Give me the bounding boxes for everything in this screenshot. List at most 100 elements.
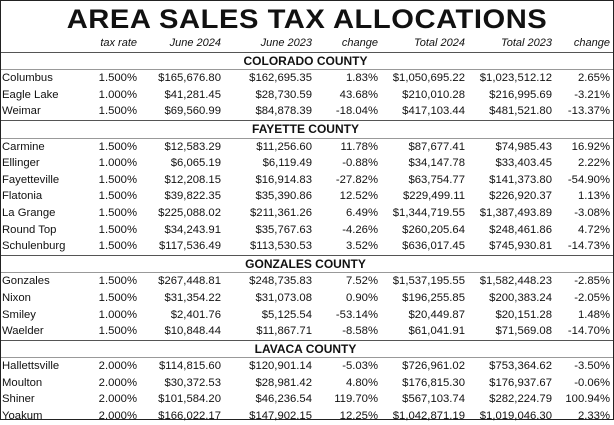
cell: 2.000% <box>98 393 137 406</box>
city-row: Ellinger 1.000% $6,065.19 $6,119.49 -0.88% $3… <box>1 155 613 172</box>
cell: $1,582,448.23 <box>468 272 555 290</box>
city-name: Columbus <box>1 69 93 87</box>
cell: $1,050,695.22 <box>381 69 468 87</box>
city-row: Round Top 1.500% $34,243.91 $35,767.63 -4.26… <box>1 222 613 239</box>
cell: 1.500% <box>98 173 137 186</box>
cell: -18.04% <box>335 105 378 118</box>
column-header: change <box>573 37 610 49</box>
county-name: GONZALES COUNTY <box>1 254 613 273</box>
city-name: Carmine <box>1 137 93 156</box>
county-name: COLORADO COUNTY <box>1 51 613 70</box>
cell: 2.000% <box>98 410 137 423</box>
cell: $267,448.81 <box>140 272 224 290</box>
cell: $31,354.22 <box>164 291 221 304</box>
city-row: Fayetteville 1.500% $12,208.15 $16,914.83 -2… <box>1 172 613 189</box>
cell: -2.85% <box>555 272 613 290</box>
cell: $636,017.45 <box>402 240 465 253</box>
cell: $745,930.81 <box>489 240 552 253</box>
cell: 0.90% <box>345 291 378 304</box>
cell: $20,449.87 <box>408 308 465 321</box>
cell: $74,985.43 <box>468 137 555 156</box>
cell: $176,937.67 <box>489 376 552 389</box>
cell: -53.14% <box>335 308 378 321</box>
tax-table: tax rate June 2024 June 2023 change Total 20… <box>1 35 613 425</box>
cell: $481,521.80 <box>489 105 552 118</box>
cell: $120,901.14 <box>224 357 315 375</box>
county-row: LAVACA COUNTY <box>1 339 613 358</box>
cell: $114,815.60 <box>140 357 224 375</box>
cell: $20,151.28 <box>495 308 552 321</box>
cell: 1.83% <box>315 69 381 87</box>
city-row: Columbus 1.500% $165,676.80 $162,695.35 1.83… <box>1 69 613 87</box>
cell: $12,208.15 <box>164 173 221 186</box>
cell: $61,041.91 <box>408 325 465 338</box>
cell: -3.21% <box>574 88 610 101</box>
cell: 1.500% <box>93 69 140 87</box>
blank-header <box>1 35 93 52</box>
cell: 1.000% <box>98 88 137 101</box>
cell: $34,243.91 <box>164 223 221 236</box>
cell: $35,390.86 <box>255 190 312 203</box>
cell: 2.000% <box>93 357 140 375</box>
cell: $46,236.54 <box>255 393 312 406</box>
cell: $211,361.26 <box>250 206 312 219</box>
city-row: Gonzales 1.500% $267,448.81 $248,735.83 7.52… <box>1 272 613 290</box>
cell: $567,103.74 <box>402 393 465 406</box>
cell: $248,461.86 <box>489 223 552 236</box>
cell: $726,961.02 <box>381 357 468 375</box>
cell: $30,372.53 <box>164 376 221 389</box>
cell: $34,147.78 <box>408 157 465 170</box>
cell: 1.500% <box>93 137 140 156</box>
cell: $84,878.39 <box>255 105 312 118</box>
cell: 1.500% <box>98 105 137 118</box>
cell: $5,125.54 <box>261 308 312 321</box>
cell: $2,401.76 <box>170 308 221 321</box>
cell: 1.500% <box>98 206 137 219</box>
cell: $282,224.79 <box>489 393 552 406</box>
cell: $113,530.53 <box>250 240 312 253</box>
column-header: change <box>341 37 378 49</box>
cell: $101,584.20 <box>158 393 221 406</box>
cell: $225,088.02 <box>158 206 221 219</box>
cell: -2.05% <box>574 291 610 304</box>
cell: $1,537,195.55 <box>381 272 468 290</box>
cell: 119.70% <box>334 393 378 406</box>
cell: $16,914.83 <box>255 173 312 186</box>
cell: $35,767.63 <box>255 223 312 236</box>
cell: -3.08% <box>574 206 610 219</box>
cell: $39,822.35 <box>164 190 221 203</box>
cell: 4.72% <box>577 223 610 236</box>
cell: 4.80% <box>345 376 378 389</box>
cell: 2.33% <box>577 410 610 423</box>
cell: $417,103.44 <box>402 105 465 118</box>
city-row: Hallettsville 2.000% $114,815.60 $120,901.1… <box>1 357 613 375</box>
cell: $1,387,493.89 <box>479 206 552 219</box>
cell: $11,867.71 <box>256 325 312 338</box>
city-name: Waelder <box>2 325 44 338</box>
cell: 6.49% <box>345 206 378 219</box>
title: AREA SALES TAX ALLOCATIONS <box>66 4 548 34</box>
city-name: La Grange <box>2 206 56 219</box>
cell: $196,255.85 <box>402 291 465 304</box>
county-row: FAYETTE COUNTY <box>1 119 613 139</box>
cell: -13.37% <box>567 105 610 118</box>
cell: 2.000% <box>98 376 137 389</box>
city-row: Carmine 1.500% $12,583.29 $11,256.60 11.78% $… <box>1 137 613 156</box>
cell: 2.22% <box>577 157 610 170</box>
cell: $1,344,719.55 <box>392 206 465 219</box>
cell: -27.82% <box>335 173 378 186</box>
cell: $226,920.37 <box>489 190 552 203</box>
cell: $69,560.99 <box>164 105 221 118</box>
cell: 11.78% <box>315 137 381 156</box>
cell: 1.500% <box>98 190 137 203</box>
city-row: La Grange 1.500% $225,088.02 $211,361.26 6.4… <box>1 205 613 222</box>
city-name: Round Top <box>2 223 57 236</box>
cell: $63,754.77 <box>408 173 465 186</box>
cell: $28,730.59 <box>255 88 312 101</box>
cell: $33,403.45 <box>495 157 552 170</box>
cell: -0.88% <box>342 157 378 170</box>
cell: $260,205.64 <box>402 223 465 236</box>
city-row: Moulton 2.000% $30,372.53 $28,981.42 4.80% $1… <box>1 375 613 392</box>
city-row: Yoakum 2.000% $166,022.17 $147,902.15 12.25%… <box>1 408 613 425</box>
city-name: Nixon <box>2 291 31 304</box>
